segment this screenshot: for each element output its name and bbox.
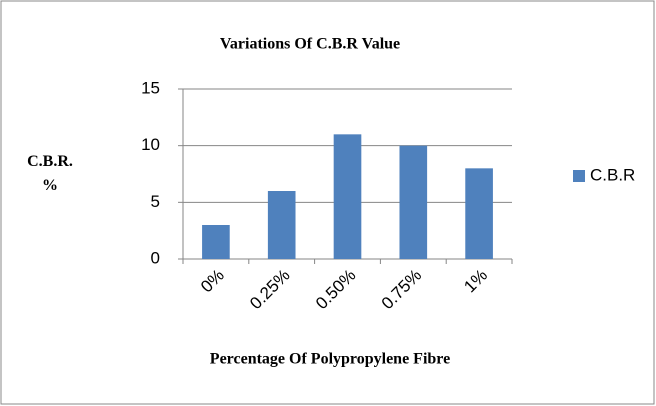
bar bbox=[267, 191, 296, 259]
y-axis-title: C.B.R. % bbox=[27, 153, 73, 194]
legend-label: C.B.R bbox=[590, 165, 635, 184]
y-tick-label: 15 bbox=[141, 78, 160, 97]
chart-title: Variations Of C.B.R Value bbox=[220, 36, 400, 53]
bar bbox=[333, 134, 362, 259]
y-tick-label: 5 bbox=[151, 192, 160, 211]
bar bbox=[202, 225, 230, 259]
y-tick-label: 0 bbox=[151, 248, 160, 267]
x-axis-title: Percentage Of Polypropylene Fibre bbox=[210, 351, 450, 368]
bar bbox=[465, 168, 493, 259]
y-tick-label: 10 bbox=[141, 135, 160, 154]
legend-swatch bbox=[573, 170, 585, 182]
bar bbox=[399, 145, 428, 259]
